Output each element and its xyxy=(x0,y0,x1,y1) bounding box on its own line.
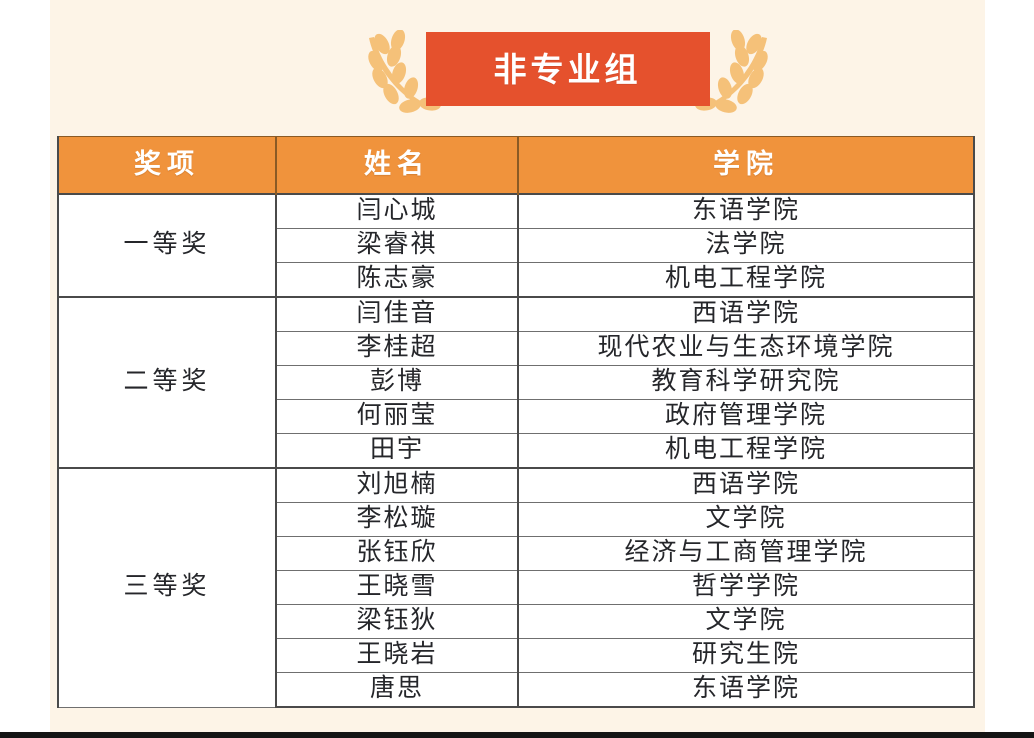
table-row: 梁睿祺 法学院 xyxy=(58,228,975,263)
table-body: 一等奖 闫心城 东语学院 梁睿祺 法学院 陈志豪 机电工程学院 二等奖 闫佳音 西语学院 李桂超 现代… xyxy=(57,193,975,708)
table-row: 何丽莹 政府管理学院 xyxy=(58,399,975,434)
column-header-award: 奖项 xyxy=(57,136,277,195)
table-row: 彭博 教育科学研究院 xyxy=(58,365,975,400)
winner-college: 政府管理学院 xyxy=(517,399,975,434)
winner-college: 研究生院 xyxy=(517,638,975,673)
winner-name: 李松璇 xyxy=(275,502,519,537)
winner-name: 唐思 xyxy=(275,672,519,708)
winner-college: 法学院 xyxy=(517,228,975,263)
table-row: 张钰欣 经济与工商管理学院 xyxy=(58,536,975,571)
winner-college: 东语学院 xyxy=(517,193,975,229)
winner-college: 西语学院 xyxy=(517,467,975,503)
winner-name: 闫心城 xyxy=(275,193,519,229)
winner-name: 刘旭楠 xyxy=(275,467,519,503)
table-row: 梁钰狄 文学院 xyxy=(58,604,975,639)
award-list-table: 奖项 姓名 学院 一等奖 闫心城 东语学院 梁睿祺 法学院 陈志豪 机电工程学院 二等奖 闫佳音… xyxy=(57,136,975,708)
award-group-label: 二等奖 xyxy=(57,296,277,469)
award-group-label: 一等奖 xyxy=(57,193,277,298)
winner-college: 教育科学研究院 xyxy=(517,365,975,400)
table-row: 李松璇 文学院 xyxy=(58,502,975,537)
winner-college: 东语学院 xyxy=(517,672,975,708)
table-row: 李桂超 现代农业与生态环境学院 xyxy=(58,331,975,366)
winner-college: 机电工程学院 xyxy=(517,433,975,469)
table-row: 二等奖 闫佳音 西语学院 xyxy=(57,296,975,469)
wheat-branch-icon xyxy=(367,30,441,113)
banner-plate: 非专业组 xyxy=(425,32,710,106)
winner-name: 张钰欣 xyxy=(275,536,519,571)
banner-area: 非专业组 xyxy=(100,22,1034,122)
winner-college: 西语学院 xyxy=(517,296,975,332)
winner-name: 梁睿祺 xyxy=(275,228,519,263)
winner-name: 彭博 xyxy=(275,365,519,400)
column-header-name: 姓名 xyxy=(275,136,519,195)
winner-college: 机电工程学院 xyxy=(517,262,975,298)
winner-name: 闫佳音 xyxy=(275,296,519,332)
table-header-row: 奖项 姓名 学院 xyxy=(57,136,975,195)
table-row: 田宇 机电工程学院 xyxy=(58,433,975,469)
winner-name: 王晓岩 xyxy=(275,638,519,673)
bottom-edge-rule xyxy=(0,732,1034,738)
wheat-branch-icon xyxy=(694,30,768,113)
banner: 非专业组 xyxy=(362,30,774,116)
award-group-label: 三等奖 xyxy=(57,467,277,708)
winner-college: 经济与工商管理学院 xyxy=(517,536,975,571)
winner-college: 现代农业与生态环境学院 xyxy=(517,331,975,366)
page-title: 非专业组 xyxy=(493,50,642,88)
winner-college: 文学院 xyxy=(517,604,975,639)
winner-name: 田宇 xyxy=(275,433,519,469)
table-header: 奖项 姓名 学院 xyxy=(57,136,975,195)
table-row: 王晓岩 研究生院 xyxy=(58,638,975,673)
table-row: 一等奖 闫心城 东语学院 xyxy=(57,193,975,298)
winner-college: 文学院 xyxy=(517,502,975,537)
winner-name: 梁钰狄 xyxy=(275,604,519,639)
winner-name: 王晓雪 xyxy=(275,570,519,605)
winner-name: 何丽莹 xyxy=(275,399,519,434)
winner-name: 陈志豪 xyxy=(275,262,519,298)
table-row: 三等奖 刘旭楠 西语学院 xyxy=(57,467,975,708)
winner-college: 哲学学院 xyxy=(517,570,975,605)
table-row: 唐思 东语学院 xyxy=(58,672,975,708)
table-row: 陈志豪 机电工程学院 xyxy=(58,262,975,298)
column-header-college: 学院 xyxy=(517,136,975,195)
winner-name: 李桂超 xyxy=(275,331,519,366)
